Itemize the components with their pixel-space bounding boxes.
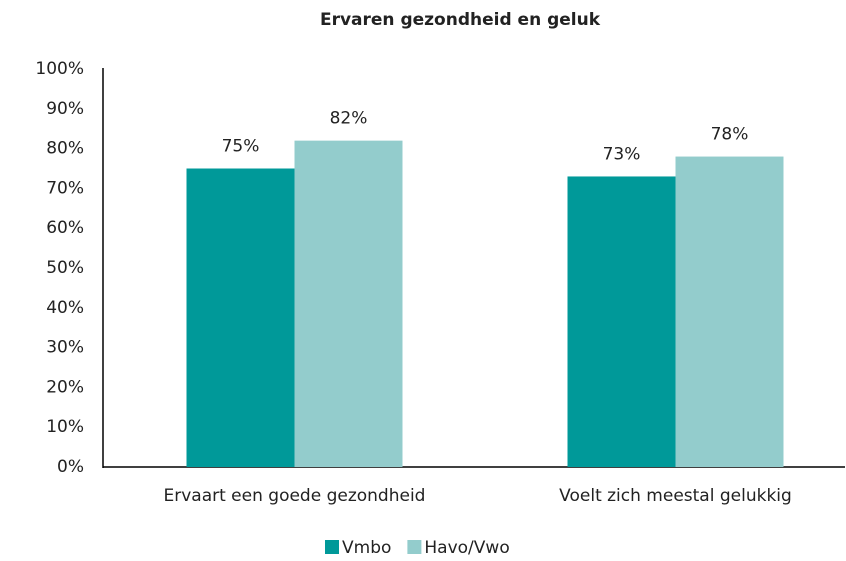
y-tick-label: 40% [46,298,84,318]
data-label: 73% [603,144,641,164]
y-tick-label: 20% [46,377,84,397]
x-tick-label: Ervaart een goede gezondheid [164,486,426,506]
x-tick-label: Voelt zich meestal gelukkig [559,486,792,506]
y-tick-label: 100% [35,59,84,79]
bar [186,168,295,467]
y-tick-label: 50% [46,258,84,278]
y-tick-label: 60% [46,218,84,238]
y-tick-label: 30% [46,338,84,358]
y-tick-label: 0% [57,457,84,477]
y-tick-label: 90% [46,99,84,119]
data-label: 82% [330,109,368,129]
legend-swatch [325,540,339,554]
bar [294,140,403,467]
chart-title: Ervaren gezondheid en geluk [320,10,601,30]
y-tick-label: 70% [46,178,84,198]
bar [567,176,676,467]
data-label: 75% [222,137,260,157]
y-tick-label: 10% [46,417,84,437]
y-tick-label: 80% [46,139,84,159]
bar [675,156,784,467]
legend-label: Vmbo [342,538,391,558]
legend-swatch [407,540,422,554]
legend-label: Havo/Vwo [424,538,509,558]
data-label: 78% [711,125,749,145]
